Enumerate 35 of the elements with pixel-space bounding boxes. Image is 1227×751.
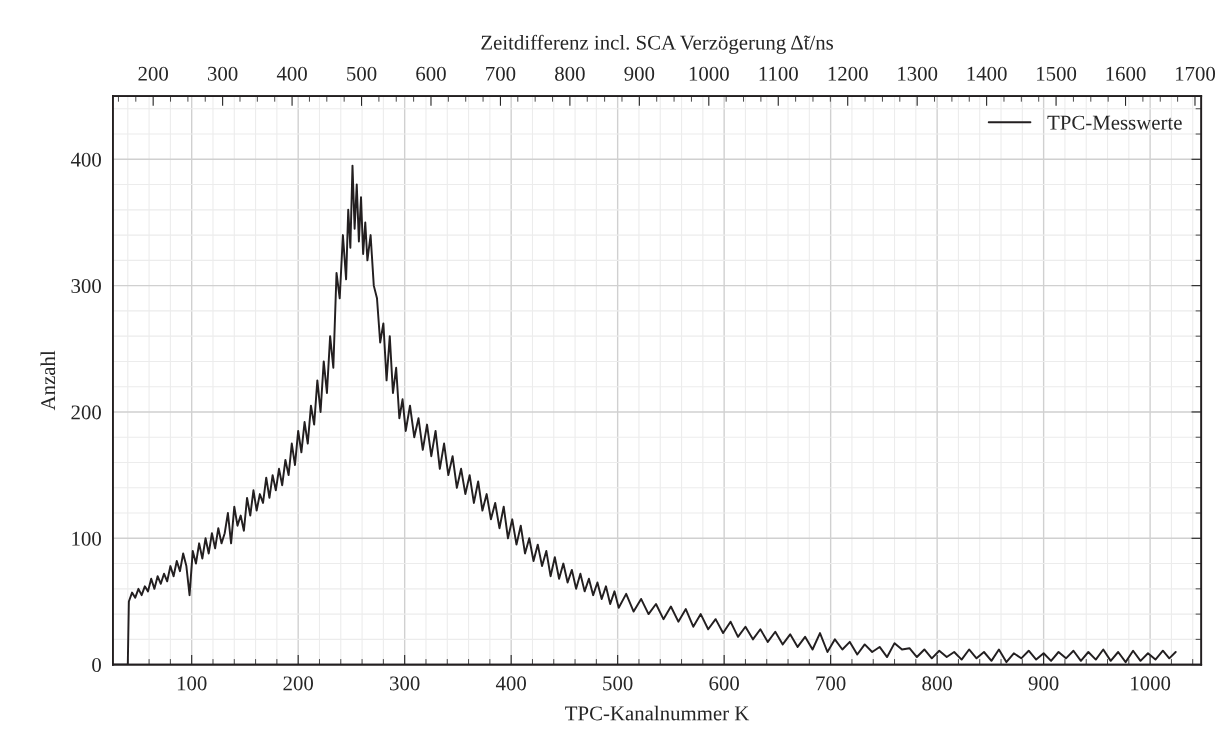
x2-axis-title: Zeitdifferenz incl. SCA Verzögerung Δ̃t/ns	[481, 34, 834, 54]
y-tick-label: 400	[70, 152, 101, 167]
x2-tick-label: 1600	[1106, 66, 1146, 81]
x-tick-label: 700	[816, 676, 846, 691]
x2-tick-label: 600	[416, 66, 446, 81]
x-tick-label: 600	[709, 676, 739, 691]
x2-tick-label: 1400	[967, 66, 1007, 81]
x2-tick-label: 900	[624, 66, 655, 81]
x2-tick-label: 500	[347, 66, 377, 81]
x2-tick-label: 700	[486, 66, 516, 81]
x-tick-label: 300	[390, 676, 420, 691]
x2-tick-label: 1500	[1037, 66, 1077, 81]
x-tick-label: 400	[495, 676, 526, 691]
x-tick-label: 100	[177, 676, 207, 691]
x2-tick-label: 1300	[898, 66, 938, 81]
x2-tick-label: 400	[276, 66, 307, 81]
x2-tick-label: 800	[555, 66, 585, 81]
x-tick-label: 900	[1028, 676, 1059, 691]
x2-tick-label: 1700	[1175, 66, 1216, 81]
y-tick-label: 300	[71, 279, 101, 294]
x-axis-title: TPC-Kanalnummer K	[565, 705, 750, 721]
x2-tick-label: 1100	[759, 66, 798, 81]
x2-tick-label: 1200	[828, 66, 868, 81]
y-tick-label: 200	[71, 405, 101, 420]
y-axis-title: Anzahl	[40, 350, 56, 411]
x-tick-label: 500	[603, 676, 633, 691]
x2-tick-label: 1000	[689, 66, 729, 81]
x-tick-label: 1000	[1131, 676, 1171, 691]
y-tick-label: 0	[92, 658, 101, 673]
x2-tick-label: 200	[138, 66, 168, 81]
x-tick-label: 200	[283, 676, 314, 691]
legend-label: TPC-Messwerte	[1047, 115, 1182, 130]
x2-tick-label: 300	[207, 66, 238, 81]
x-tick-label: 800	[922, 676, 952, 691]
y-tick-label: 100	[72, 531, 101, 546]
